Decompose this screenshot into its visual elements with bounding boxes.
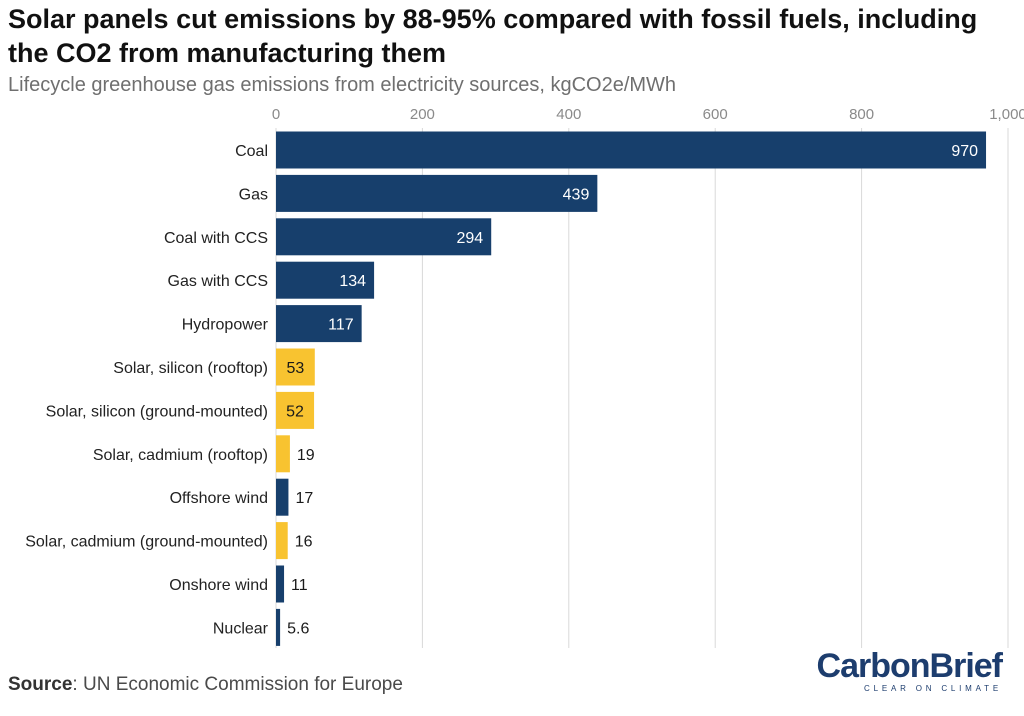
value-label: 19 [297,447,315,464]
x-tick-label: 0 [272,106,280,123]
category-label: Solar, cadmium (ground-mounted) [25,534,268,551]
value-label: 17 [295,490,313,507]
bar [276,131,987,169]
category-label: Coal with CCS [164,230,268,247]
value-label: 16 [295,534,313,551]
x-tick-label: 200 [410,106,435,123]
logo-wordmark: CarbonBrief [816,647,1003,685]
bar [276,435,290,473]
bar [276,391,315,429]
category-label: Solar, silicon (rooftop) [113,360,268,377]
category-label: Gas with CCS [168,273,268,290]
bar-layer [276,131,987,646]
category-labels: Coal Gas Coal with CCS Gas with CCS Hydropow… [25,143,268,637]
value-label: 970 [951,143,978,160]
chart-subtitle: Lifecycle greenhouse gas emissions from … [8,74,677,96]
category-label: Coal [235,143,268,160]
category-label: Hydropower [182,317,269,334]
category-label: Gas [239,186,268,203]
bar [276,522,288,560]
value-label: 439 [563,186,590,203]
logo-tagline: CLEAR ON CLIMATE [864,684,1002,693]
bar [276,608,281,646]
x-tick-label: 600 [703,106,728,123]
source-note: Source: UN Economic Commission for Europ… [8,674,403,696]
x-tick-label: 800 [849,106,874,123]
value-label: 134 [339,273,366,290]
bar-chart: 0 200 400 600 800 1,000 Coal Gas Coal with CCS G… [25,106,1024,648]
category-label: Offshore wind [170,490,268,507]
chart-title: Solar panels cut emissions by 88-95% com… [8,4,978,68]
value-label: 11 [291,577,308,594]
x-tick-label: 1,000 [989,106,1024,123]
grid-layer [275,128,1009,648]
category-label: Nuclear [213,620,269,637]
bar [276,348,315,386]
category-label: Solar, silicon (ground-mounted) [46,403,268,420]
value-label: 5.6 [287,620,309,637]
category-label: Solar, cadmium (rooftop) [93,447,268,464]
value-label: 53 [286,360,304,377]
value-label: 117 [328,317,354,334]
category-label: Onshore wind [169,577,268,594]
bar [276,478,289,516]
value-label: 294 [457,230,484,247]
bar [276,565,285,603]
value-label: 52 [286,403,304,420]
x-tick-label: 400 [556,106,581,123]
carbonbrief-logo: CarbonBrief CLEAR ON CLIMATE [816,647,1003,693]
bar [276,174,598,212]
value-labels: 970 439 294 134 117 53 52 19 17 16 11 5.6 [286,143,978,637]
x-axis-ticks: 0 200 400 600 800 1,000 [272,106,1024,123]
bar [276,305,362,343]
bar [276,261,375,299]
source-label: Source [8,674,73,695]
source-text: : UN Economic Commission for Europe [72,674,403,695]
bar [276,218,492,256]
